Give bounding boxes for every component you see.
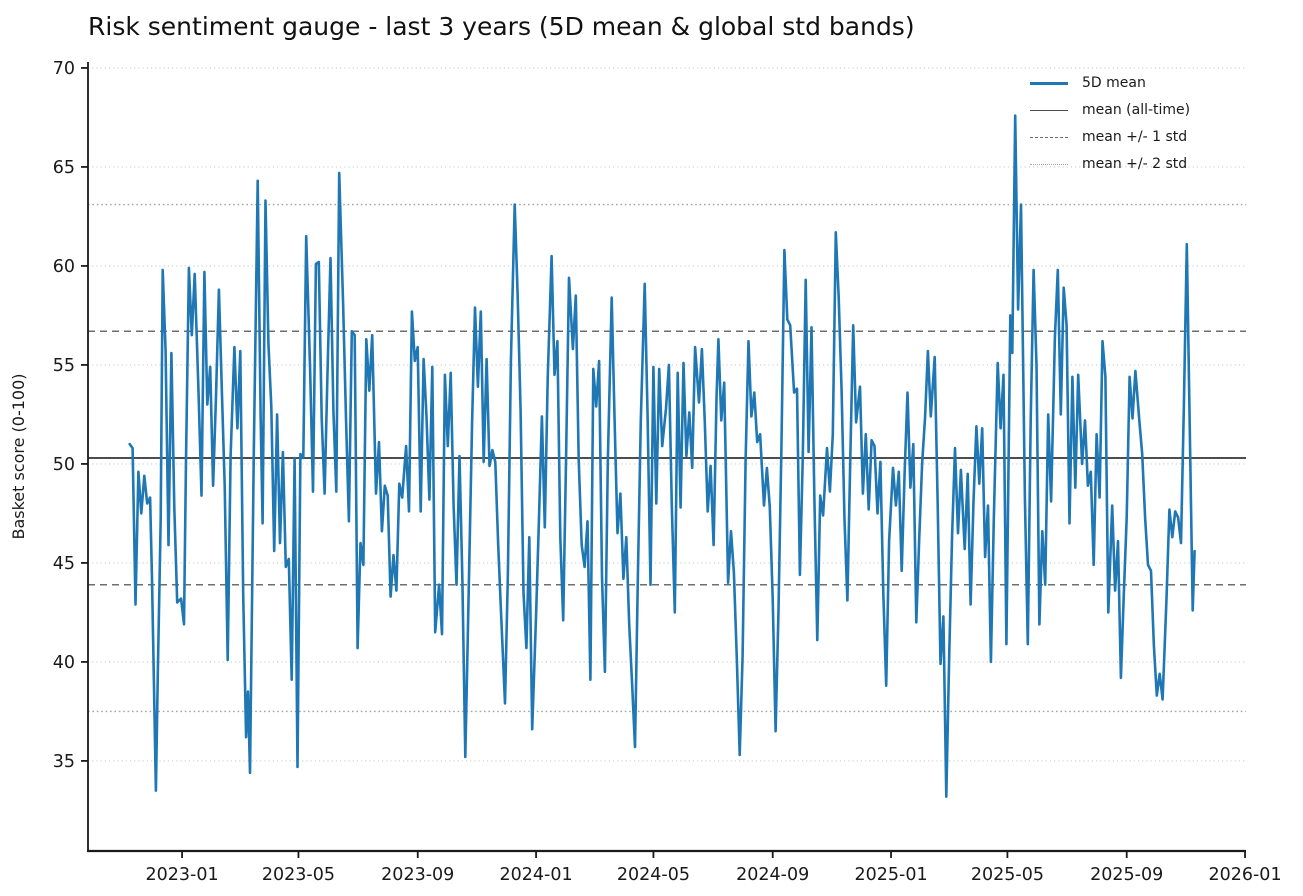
- x-tick-label: 2025-01: [854, 865, 927, 885]
- legend-item-mean-1std: mean +/- 1 std: [1030, 128, 1190, 146]
- x-tick-label: 2023-05: [262, 865, 335, 885]
- series-5d-mean-line: [128, 114, 1196, 798]
- legend-line-sample-1std: [1030, 136, 1068, 138]
- legend-label: mean (all-time): [1082, 102, 1191, 118]
- x-tick-label: 2026-01: [1208, 865, 1281, 885]
- y-tick-label: 35: [53, 752, 75, 772]
- legend-line-sample-5d-mean: [1030, 81, 1068, 85]
- y-tick-label: 55: [53, 356, 75, 376]
- chart-title: Risk sentiment gauge - last 3 years (5D …: [88, 12, 915, 41]
- x-tick-label: 2023-01: [146, 865, 219, 885]
- legend-line-sample-2std: [1030, 163, 1068, 165]
- y-tick-label: 70: [53, 59, 75, 79]
- y-tick-label: 45: [53, 554, 75, 574]
- legend-label: 5D mean: [1082, 75, 1146, 91]
- y-tick-label: 60: [53, 257, 75, 277]
- x-tick-label: 2024-01: [500, 865, 573, 885]
- y-tick-label: 50: [53, 455, 75, 475]
- legend: 5D mean mean (all-time) mean +/- 1 std m…: [1030, 74, 1190, 173]
- legend-item-5d-mean: 5D mean: [1030, 74, 1190, 92]
- legend-label: mean +/- 2 std: [1082, 156, 1188, 172]
- y-tick-label: 65: [53, 158, 75, 178]
- legend-item-mean-all-time: mean (all-time): [1030, 101, 1190, 119]
- x-tick-label: 2024-05: [617, 865, 690, 885]
- legend-line-sample-mean: [1030, 109, 1068, 111]
- legend-item-mean-2std: mean +/- 2 std: [1030, 155, 1190, 173]
- x-tick-label: 2024-09: [736, 865, 809, 885]
- y-axis-label: Basket score (0-100): [9, 373, 28, 539]
- x-tick-label: 2025-09: [1090, 865, 1163, 885]
- x-tick-label: 2023-09: [381, 865, 454, 885]
- y-tick-label: 40: [53, 653, 75, 673]
- legend-label: mean +/- 1 std: [1082, 129, 1188, 145]
- x-tick-label: 2025-05: [971, 865, 1044, 885]
